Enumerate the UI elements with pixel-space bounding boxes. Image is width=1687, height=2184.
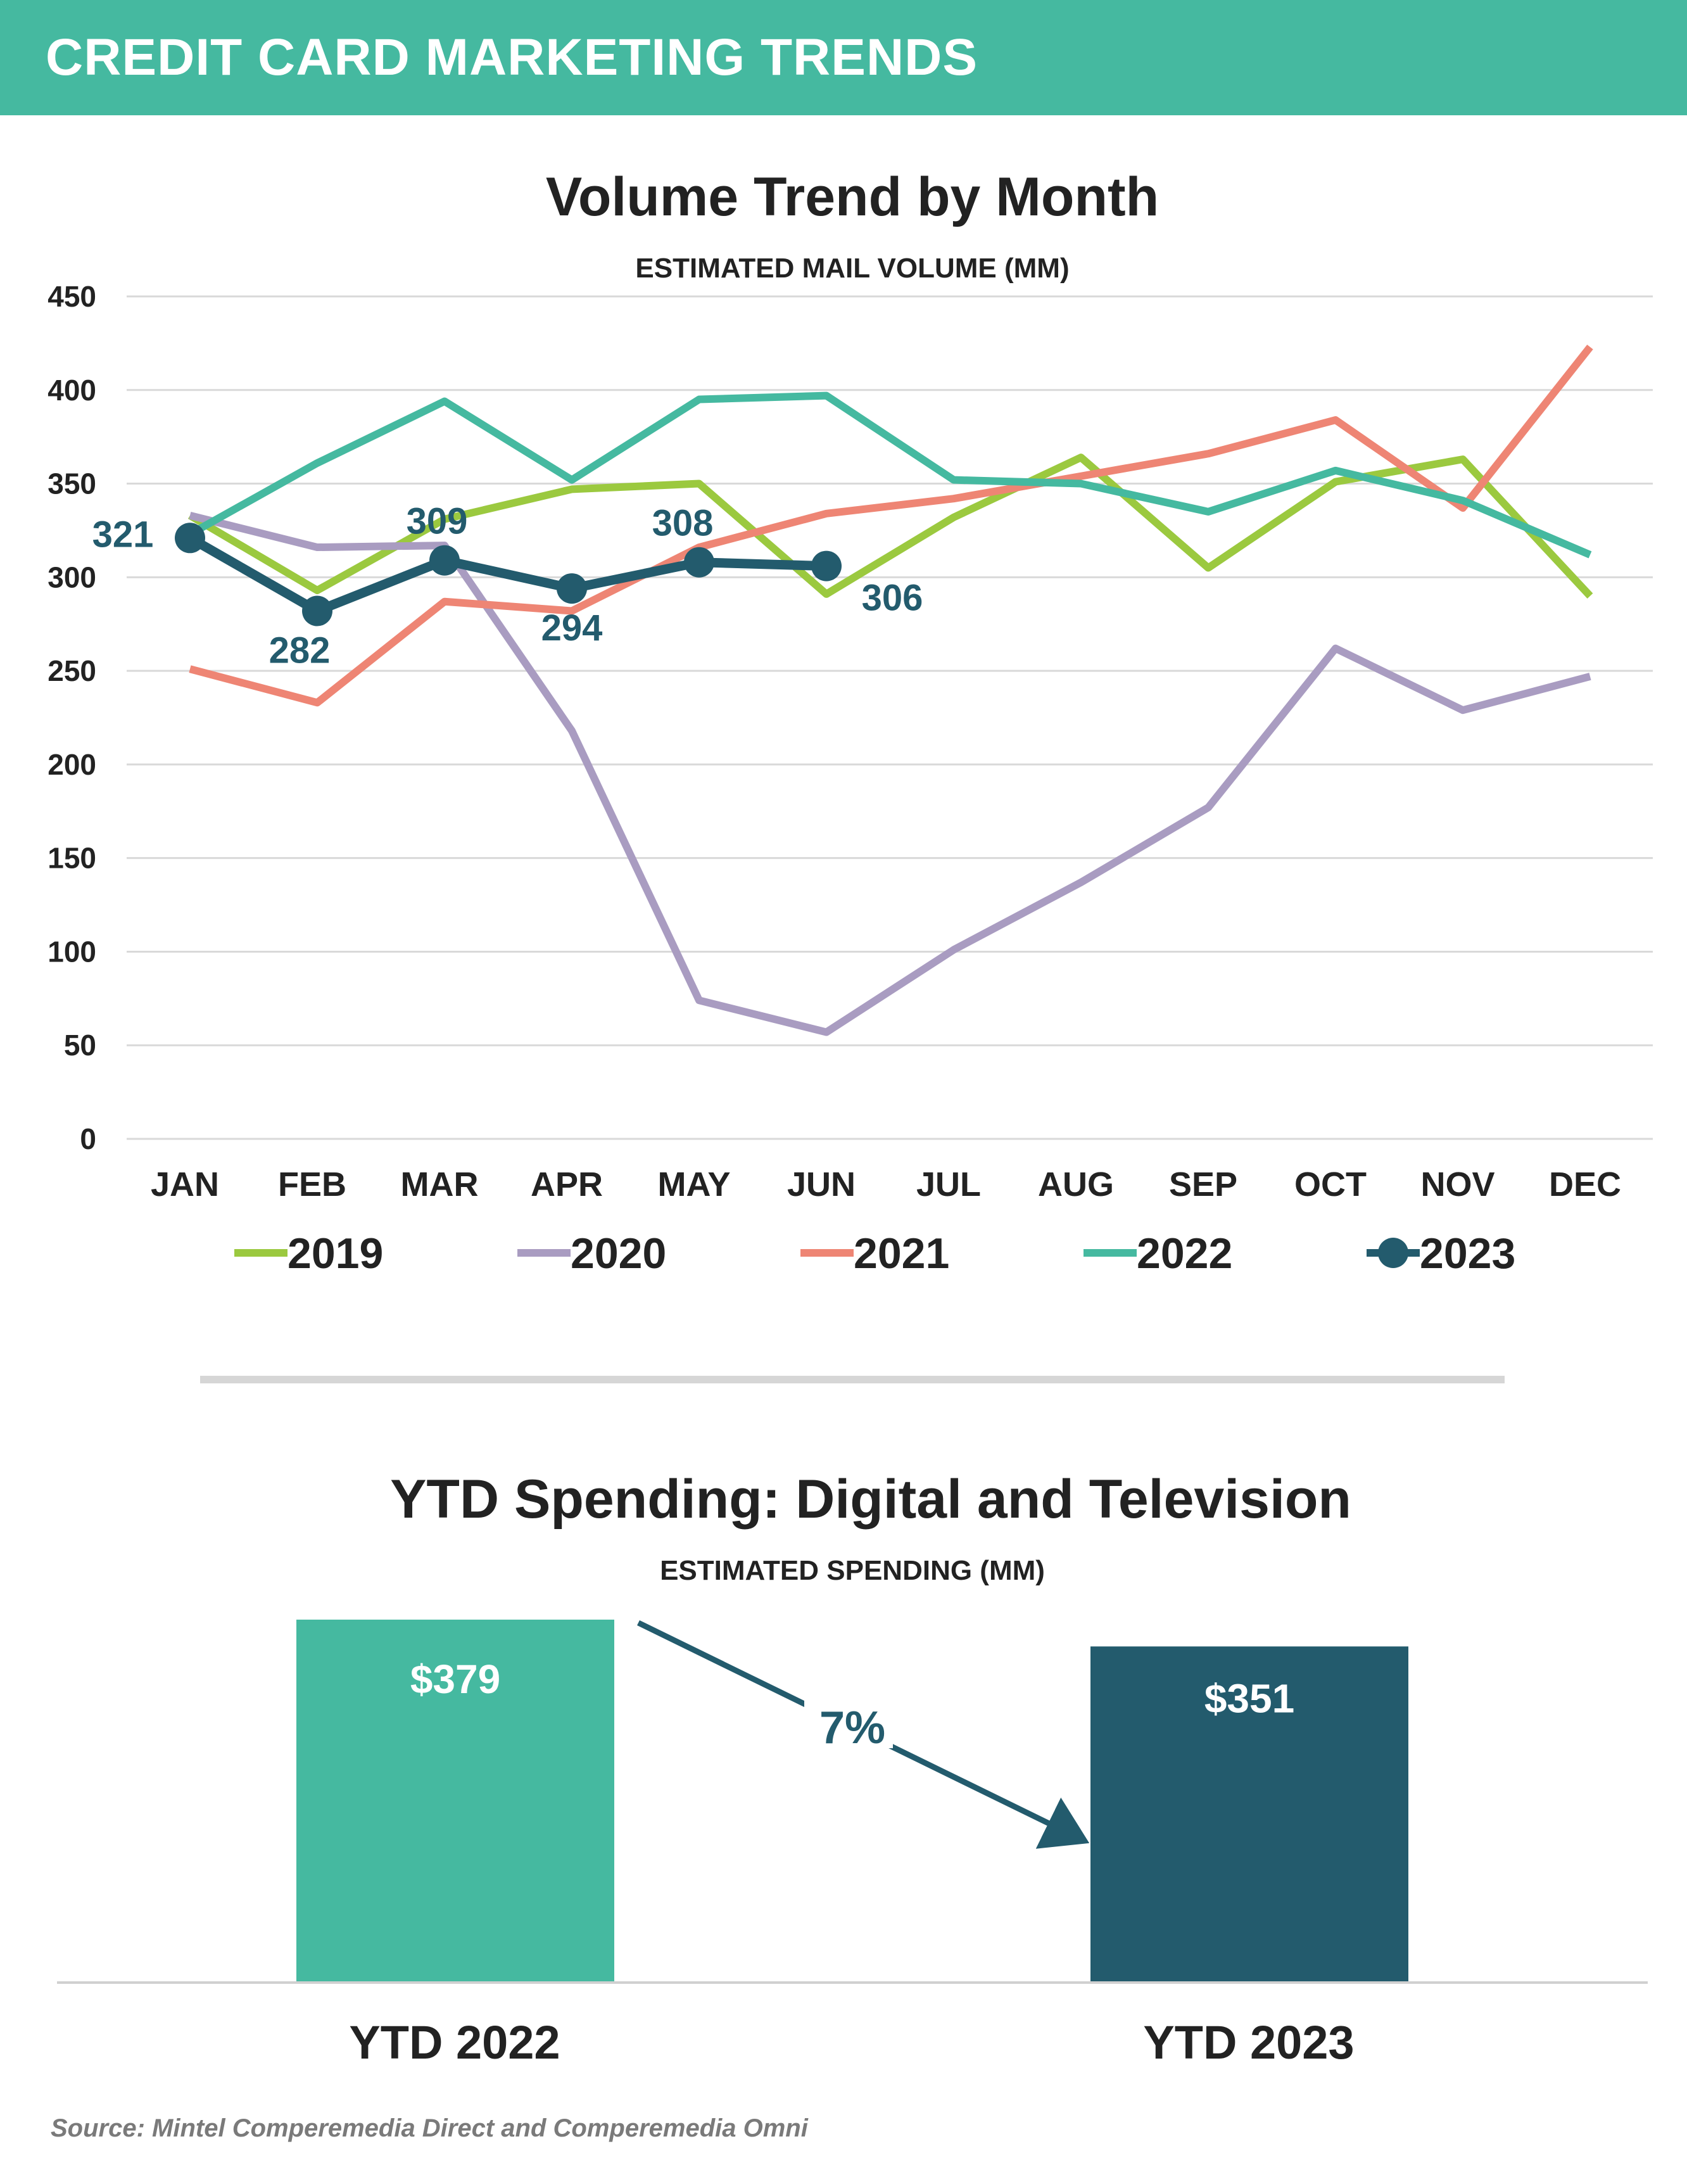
series-2020-line [189,511,1591,1036]
series-2022-line [188,391,1592,559]
data-label: 308 [652,503,714,544]
x-tick-label: APR [531,1165,603,1203]
bar-1 [296,1620,614,1983]
bar-2 [1090,1646,1408,1983]
y-tick-label: 0 [80,1122,96,1155]
header-title: CREDIT CARD MARKETING TRENDS [46,29,978,86]
y-tick-label: 50 [64,1029,96,1062]
y-tick-label: 150 [47,842,96,875]
data-label: 309 [407,501,468,542]
line-chart-title: Volume Trend by Month [546,167,1159,227]
bar-chart-title: YTD Spending: Digital and Television [390,1469,1351,1530]
y-tick-label: 200 [47,748,96,781]
legend-label-2020: 2020 [571,1229,666,1278]
line-chart-series [175,345,1593,1036]
bar-value-label: $379 [410,1656,500,1702]
legend-label-2023: 2023 [1420,1229,1515,1278]
x-tick-label: MAR [401,1165,479,1203]
series-2021-line [189,345,1593,707]
legend-label-2022: 2022 [1137,1229,1232,1278]
series-2023-point [811,550,842,581]
data-label: 294 [541,607,603,649]
x-tick-label: JUN [787,1165,856,1203]
change-label-background [804,1698,893,1748]
series-2023-point [302,595,332,626]
x-tick-label: OCT [1294,1165,1367,1203]
line-chart-data-labels: 321 282 309 294 308 306 [92,501,923,671]
legend-marker-2023 [1378,1238,1408,1268]
y-tick-label: 350 [47,467,96,500]
y-tick-label: 400 [47,374,96,407]
header-bar: CREDIT CARD MARKETING TRENDS [0,0,1687,115]
x-tick-label: AUG [1038,1165,1114,1203]
y-tick-label: 450 [47,280,96,313]
line-chart-legend: 2019 2020 2021 2022 2023 [234,1229,1515,1278]
bar-category-label: YTD 2023 [1143,2016,1354,2069]
data-label: 306 [862,578,923,619]
line-chart-gridlines [127,295,1653,1140]
series-2023-point [175,523,205,554]
x-tick-label: JAN [151,1165,219,1203]
change-label: 7% [819,1703,885,1753]
bar-value-label: $351 [1204,1675,1294,1721]
line-chart-x-axis: JAN FEB MAR APR MAY JUN JUL AUG SEP OCT NOV DEC [151,1165,1621,1203]
y-tick-label: 300 [47,561,96,594]
x-tick-label: DEC [1549,1165,1621,1203]
series-2023-line [187,533,827,616]
x-tick-label: JUL [916,1165,981,1203]
y-tick-label: 100 [47,935,96,968]
bar-chart-subtitle: ESTIMATED SPENDING (MM) [660,1555,1045,1586]
series-2023-point [429,545,460,576]
data-label: 321 [92,514,154,555]
y-tick-label: 250 [47,654,96,687]
series-2023-point [557,573,587,604]
bar-category-label: YTD 2022 [349,2016,560,2069]
legend-label-2021: 2021 [854,1229,949,1278]
line-chart-y-axis: 0 50 100 150 200 250 300 350 400 450 [47,280,96,1155]
legend-label-2019: 2019 [287,1229,383,1278]
data-label: 282 [269,630,331,671]
x-tick-label: FEB [278,1165,346,1203]
source-note: Source: Mintel Comperemedia Direct and C… [51,2114,808,2142]
x-tick-label: MAY [657,1165,730,1203]
x-tick-label: NOV [1420,1165,1494,1203]
line-chart-subtitle: ESTIMATED MAIL VOLUME (MM) [635,253,1069,284]
series-2023-point [684,547,714,578]
bar-chart-bars: $379 YTD 2022 $351 YTD 2023 [296,1620,1408,2069]
section-divider [200,1376,1505,1383]
x-tick-label: SEP [1169,1165,1237,1203]
